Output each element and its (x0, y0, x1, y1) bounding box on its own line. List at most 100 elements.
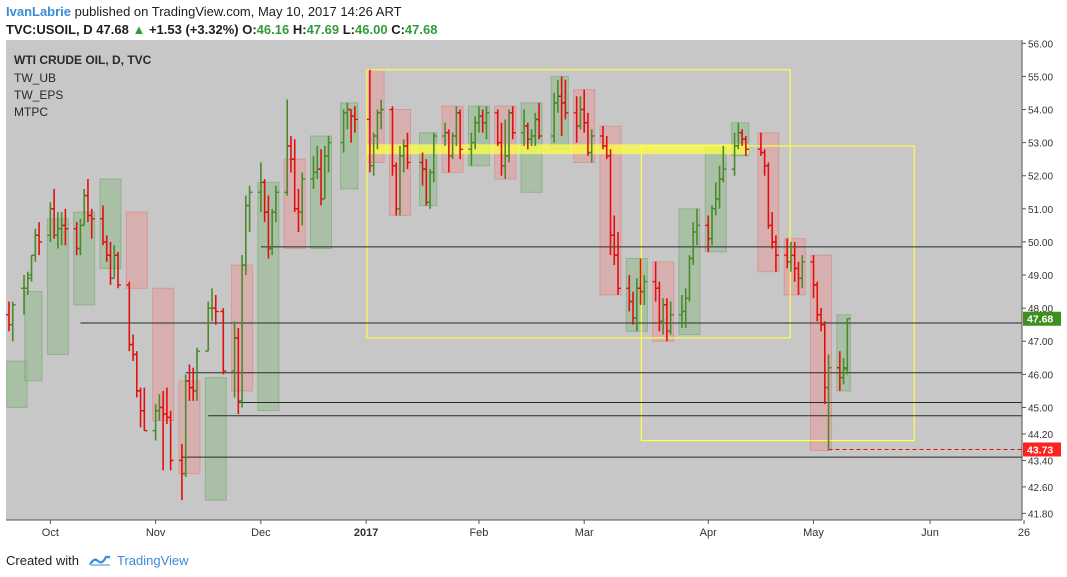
ohlc-bar (742, 136, 749, 156)
ohlc-bar (272, 185, 279, 223)
highlight-band (366, 144, 749, 155)
ohlc-bar (840, 357, 847, 385)
ohlc-bar (825, 354, 832, 451)
x-tick-label: Mar (575, 527, 594, 539)
x-tick-label: 26 (1018, 527, 1030, 539)
x-tick-label: Apr (700, 527, 717, 539)
tradingview-brand[interactable]: TradingView (117, 553, 189, 568)
x-tick-label: Nov (146, 527, 166, 539)
ohlc-bar (588, 129, 595, 163)
y-tick-label: 53.00 (1028, 139, 1053, 150)
y-tick-label: 55.00 (1028, 72, 1053, 83)
ohlc-bar (509, 106, 516, 140)
ohlc-bar (141, 387, 148, 432)
close-label: C: (391, 22, 405, 37)
x-tick-label: May (803, 527, 824, 539)
ohlc-bar (404, 132, 411, 170)
ohlc-bar (24, 271, 31, 295)
ohlc-bar (430, 132, 437, 183)
ohlc-bar (536, 102, 543, 140)
high-value: 47.69 (306, 22, 340, 37)
ohlc-bar (193, 347, 200, 401)
y-tick-label: 41.80 (1028, 509, 1053, 520)
ohlc-bar (167, 410, 174, 471)
indicator-label: TW_UB (14, 71, 56, 85)
ohlc-bar (562, 79, 569, 120)
price-tag-label: 43.73 (1027, 444, 1053, 456)
low-value: 46.00 (355, 22, 388, 37)
y-tick-label: 56.00 (1028, 40, 1053, 50)
created-with-text: Created with (6, 553, 79, 568)
low-label: L: (342, 22, 356, 37)
ohlc-bar (483, 106, 490, 140)
y-tick-label: 52.00 (1028, 172, 1053, 183)
y-tick-label: 42.60 (1028, 483, 1053, 494)
y-tick-label: 48.00 (1028, 304, 1053, 315)
up-arrow-icon: ▲ (132, 22, 146, 37)
ohlc-bar (88, 208, 95, 239)
tradingview-logo-icon[interactable] (88, 551, 112, 569)
shade-block (257, 181, 280, 412)
ohlc-bar (246, 185, 253, 232)
x-tick-label: 2017 (354, 527, 378, 539)
publish-line: IvanLabrie published on TradingView.com,… (6, 4, 402, 19)
price-tag (1023, 311, 1061, 326)
ohlc-bar (9, 301, 16, 342)
ohlc-bar (115, 251, 122, 289)
footer: Created with TradingView (0, 545, 1067, 577)
shade-block (810, 254, 833, 451)
ohlc-bar (641, 275, 648, 305)
ohlc-bar (36, 222, 43, 256)
shade-block (6, 360, 28, 408)
symbol: TVC:USOIL, D (6, 22, 93, 37)
ohlc-bar (693, 208, 700, 246)
last-price: 47.68 (96, 22, 129, 37)
y-tick-label: 49.00 (1028, 271, 1053, 282)
ohlc-bar (799, 255, 806, 289)
shade-block (125, 211, 148, 289)
ohlc-bar (720, 145, 727, 183)
ohlc-bar (378, 99, 385, 130)
chart-header: IvanLabrie published on TradingView.com,… (0, 0, 1067, 40)
ohlc-bar (212, 294, 219, 325)
close-value: 47.68 (404, 22, 438, 37)
x-tick-label: Dec (251, 527, 271, 539)
y-tick-label: 50.00 (1028, 238, 1053, 249)
range-box (366, 69, 791, 339)
price-tag (1023, 442, 1061, 457)
username[interactable]: IvanLabrie (6, 4, 72, 19)
ohlc-bar (457, 109, 464, 160)
high-label: H: (292, 22, 307, 37)
price-tag-label: 47.68 (1027, 314, 1053, 326)
chart-title: WTI CRUDE OIL, D, TVC (14, 53, 152, 67)
ohlc-bar (615, 232, 622, 295)
quote-line: TVC:USOIL, D 47.68 ▲ +1.53 (+3.32%) O:46… (6, 22, 437, 37)
x-tick-label: Jun (921, 527, 939, 539)
shade-block (204, 377, 227, 501)
y-tick-label: 47.00 (1028, 337, 1053, 348)
ohlc-bar (220, 308, 227, 375)
ohlc-bar (351, 106, 358, 133)
x-tick-label: Feb (469, 527, 488, 539)
indicator-label: TW_EPS (14, 88, 63, 102)
ohlc-bar (299, 172, 306, 226)
open-value: 46.16 (256, 22, 290, 37)
y-tick-label: 51.00 (1028, 205, 1053, 216)
published-text: published on TradingView.com, May 10, 20… (74, 4, 402, 19)
y-tick-label: 44.20 (1028, 430, 1053, 441)
ohlc-bar (844, 318, 851, 375)
ohlc-bar (667, 301, 674, 335)
y-tick-label: 43.40 (1028, 456, 1053, 467)
ohlc-bar (325, 136, 332, 173)
ohlc-bar (62, 208, 69, 246)
shade-block (340, 102, 359, 190)
price-chart[interactable]: WTI CRUDE OIL, D, TVC TW_UB TW_EPS MTPC 56.… (6, 40, 1061, 545)
indicator-label: MTPC (14, 105, 48, 119)
y-tick-label: 54.00 (1028, 106, 1053, 117)
y-tick-label: 45.00 (1028, 403, 1053, 414)
ohlc-bar (772, 235, 779, 272)
open-label: O: (242, 22, 257, 37)
x-tick-label: Oct (42, 527, 59, 539)
price-change: +1.53 (+3.32%) (148, 22, 239, 37)
y-tick-label: 46.00 (1028, 370, 1053, 381)
